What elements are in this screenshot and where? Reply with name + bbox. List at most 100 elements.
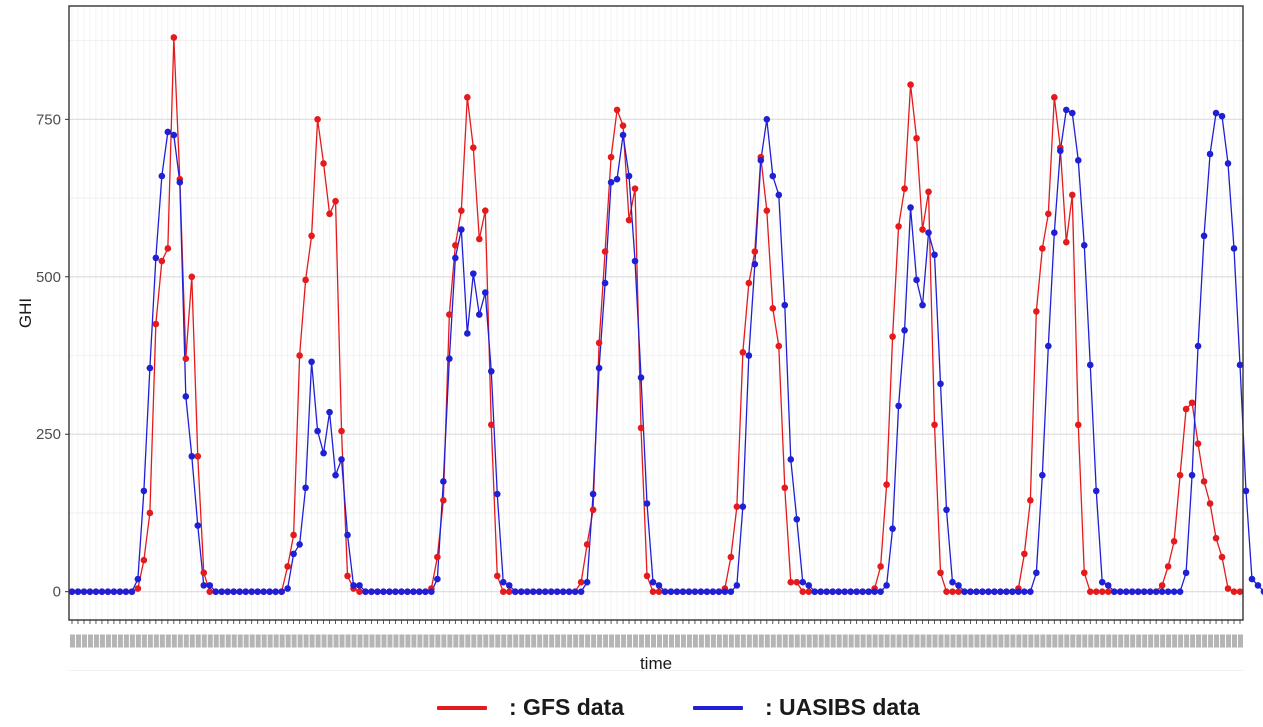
series-point-1 [829, 588, 836, 595]
series-point-1 [691, 588, 699, 595]
series-point-0 [458, 207, 465, 214]
series-point-1 [541, 588, 549, 595]
series-point-1 [925, 229, 932, 237]
series-point-0 [1021, 550, 1028, 558]
series-point-1 [1206, 150, 1214, 158]
series-point-0 [1051, 94, 1058, 101]
series-point-0 [1212, 534, 1220, 542]
series-point-1 [481, 289, 489, 296]
series-point-1 [751, 260, 759, 268]
series-point-0 [1188, 399, 1196, 407]
series-point-0 [487, 421, 495, 429]
series-point-1 [907, 204, 914, 211]
series-point-0 [152, 320, 160, 328]
series-point-1 [649, 578, 657, 586]
series-point-1 [1122, 588, 1130, 595]
series-point-0 [476, 235, 483, 243]
series-point-1 [458, 226, 465, 233]
series-point-1 [847, 588, 854, 595]
series-point-1 [146, 364, 154, 372]
series-point-0 [164, 245, 172, 252]
series-point-1 [499, 578, 507, 586]
series-point-1 [919, 301, 926, 309]
series-point-1 [865, 588, 872, 595]
series-point-1 [1027, 588, 1034, 595]
series-point-1 [697, 588, 705, 595]
series-point-1 [1116, 588, 1124, 595]
series-point-1 [823, 588, 831, 595]
series-point-0 [787, 578, 795, 586]
series-point-1 [1110, 588, 1118, 595]
series-point-1 [212, 588, 220, 595]
series-point-1 [1134, 588, 1142, 595]
series-point-1 [236, 588, 244, 595]
series-point-1 [799, 578, 807, 586]
series-point-1 [68, 588, 76, 595]
series-point-0 [1206, 500, 1214, 507]
series-point-1 [260, 588, 267, 595]
y-tick-label: 0 [53, 584, 61, 601]
series-point-0 [452, 242, 459, 249]
series-point-0 [1218, 553, 1226, 561]
series-point-0 [1045, 210, 1052, 218]
series-point-1 [1182, 569, 1190, 577]
series-point-1 [727, 588, 735, 595]
series-point-1 [733, 582, 741, 589]
series-point-1 [248, 588, 255, 595]
series-point-1 [1009, 588, 1016, 595]
series-point-0 [170, 34, 178, 41]
series-point-1 [1080, 242, 1088, 249]
plot-panel [69, 6, 1243, 620]
series-point-1 [583, 578, 591, 586]
series-point-1 [1015, 588, 1022, 595]
series-points [68, 34, 1263, 595]
series-point-1 [440, 478, 447, 485]
series-point-0 [1027, 497, 1034, 504]
series-point-1 [350, 582, 357, 589]
series-point-0 [284, 563, 291, 570]
series-point-1 [170, 131, 178, 139]
series-point-1 [1176, 588, 1184, 595]
series-point-1 [913, 276, 920, 284]
series-point-1 [679, 588, 687, 595]
series-point-1 [1248, 575, 1256, 583]
series-point-1 [296, 541, 303, 548]
series-point-1 [1003, 588, 1010, 595]
series-point-1 [158, 172, 166, 180]
series-point-1 [943, 506, 950, 514]
legend-label-gfs: : GFS data [509, 694, 625, 720]
series-point-0 [1033, 308, 1040, 315]
series-point-1 [625, 172, 633, 180]
series-point-1 [871, 588, 878, 595]
series-point-0 [613, 106, 621, 114]
series-point-1 [511, 588, 519, 595]
series-point-1 [1230, 245, 1238, 252]
series-point-1 [1057, 147, 1064, 155]
series-point-0 [434, 553, 441, 561]
series-point-1 [1170, 588, 1178, 595]
y-tick-label: 750 [36, 111, 61, 128]
series-point-0 [326, 210, 333, 218]
series-point-0 [793, 578, 801, 586]
series-point-1 [344, 531, 351, 539]
series-point-1 [883, 582, 890, 589]
series-point-0 [763, 207, 771, 214]
series-point-0 [739, 349, 747, 356]
series-point-0 [206, 588, 214, 595]
series-point-1 [308, 358, 315, 366]
series-point-0 [955, 588, 962, 595]
series-point-1 [206, 582, 214, 589]
series-point-1 [1152, 588, 1160, 595]
x-axis [70, 620, 1243, 648]
series-point-0 [655, 588, 663, 595]
series-point-1 [1194, 342, 1202, 350]
series-point-1 [242, 588, 250, 595]
series-point-1 [134, 575, 142, 583]
series-point-1 [835, 588, 842, 595]
series-point-1 [643, 500, 651, 507]
series-point-0 [643, 572, 651, 580]
series-point-1 [110, 588, 118, 595]
series-point-1 [416, 588, 423, 595]
series-point-1 [356, 582, 363, 589]
series-point-1 [374, 588, 381, 595]
